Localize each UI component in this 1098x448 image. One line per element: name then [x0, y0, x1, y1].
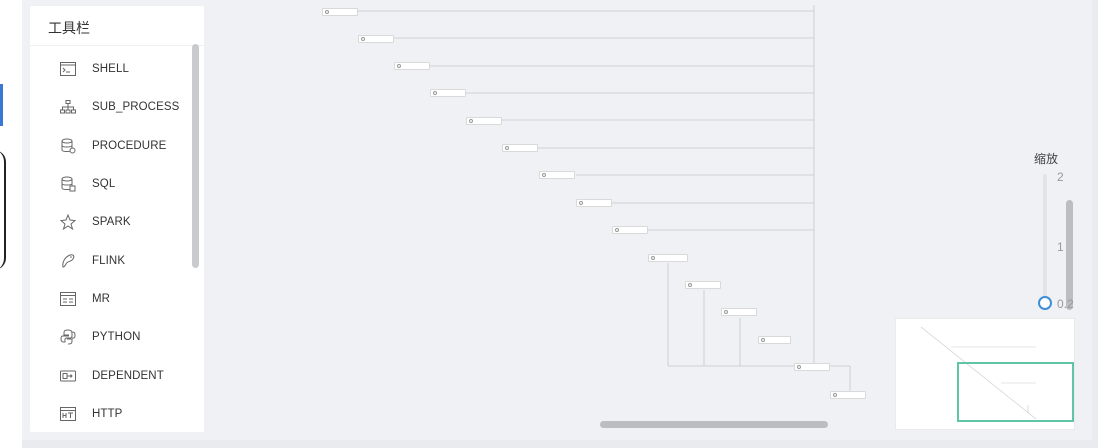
dag-node-4[interactable]	[430, 89, 466, 97]
hierarchy-icon	[58, 97, 78, 117]
tool-item-flink[interactable]: FLINK	[48, 241, 194, 279]
tool-label-procedure: PROCEDURE	[92, 139, 167, 152]
dag-node-11[interactable]	[685, 281, 721, 289]
tool-item-python[interactable]: PYTHON	[48, 318, 194, 356]
minimap[interactable]	[895, 318, 1075, 430]
dag-node-1[interactable]	[322, 8, 358, 16]
dag-node-6[interactable]	[502, 144, 538, 152]
minimap-viewport[interactable]	[957, 362, 1074, 422]
zoom-tick-min: 0.2	[1057, 297, 1074, 311]
tool-item-procedure[interactable]: PROCEDURE	[48, 127, 194, 165]
toolbar-title: 工具栏	[48, 20, 90, 36]
dag-node-7[interactable]	[539, 171, 575, 179]
canvas-horizontal-scrollbar[interactable]	[600, 421, 828, 428]
tool-label-http: HTTP	[92, 407, 123, 420]
tool-list: SHELL SUB_PROCESS PROCEDURE SQL SPARK	[48, 50, 194, 432]
dag-node-15[interactable]	[830, 391, 866, 399]
dag-node-9[interactable]	[612, 226, 648, 234]
terminal-icon	[58, 59, 78, 79]
left-window-edge	[0, 0, 22, 448]
tool-label-dependent: DEPENDENT	[92, 369, 164, 382]
dag-edges	[358, 5, 851, 392]
zoom-slider-handle[interactable]	[1038, 296, 1052, 310]
tool-label-mr: MR	[92, 292, 111, 305]
tool-label-python: PYTHON	[92, 331, 141, 344]
tool-label-flink: FLINK	[92, 254, 126, 267]
dag-node-10[interactable]	[648, 254, 688, 262]
zoom-tick-max: 2	[1057, 170, 1064, 184]
mapreduce-icon	[58, 289, 78, 309]
spark-star-icon	[58, 212, 78, 232]
tool-item-mr[interactable]: MR	[48, 280, 194, 318]
toolbar-divider	[30, 45, 204, 46]
dag-node-3[interactable]	[394, 62, 430, 70]
canvas-vertical-scrollbar[interactable]	[1066, 200, 1073, 310]
zoom-slider-rail[interactable]	[1043, 174, 1047, 302]
database-procedure-icon	[58, 136, 78, 156]
tool-item-spark[interactable]: SPARK	[48, 203, 194, 241]
tool-label-shell: SHELL	[92, 63, 129, 76]
dependent-icon	[58, 366, 78, 386]
tool-item-dependent[interactable]: DEPENDENT	[48, 356, 194, 394]
tool-item-sub-process[interactable]: SUB_PROCESS	[48, 88, 194, 126]
minimap-graph	[920, 326, 1037, 420]
database-icon	[58, 174, 78, 194]
tool-item-shell[interactable]: SHELL	[48, 50, 194, 88]
dag-node-2[interactable]	[358, 35, 394, 43]
zoom-tick-mid: 1	[1057, 240, 1064, 254]
http-icon	[58, 404, 78, 424]
left-edge-curve	[0, 150, 6, 270]
dag-node-13[interactable]	[758, 336, 791, 344]
tool-label-sql: SQL	[92, 178, 116, 191]
zoom-title: 缩放	[1034, 152, 1059, 166]
tool-label-sub-process: SUB_PROCESS	[92, 101, 180, 114]
toolbar-scrollbar[interactable]	[192, 44, 199, 268]
tool-item-http[interactable]: HTTP	[48, 395, 194, 432]
dag-node-12[interactable]	[721, 308, 757, 316]
dag-node-14[interactable]	[794, 363, 830, 371]
dag-node-8[interactable]	[576, 199, 612, 207]
flink-icon	[58, 251, 78, 271]
tool-label-spark: SPARK	[92, 216, 131, 229]
left-edge-indicator	[0, 84, 3, 126]
dag-node-5[interactable]	[466, 117, 502, 125]
toolbar-panel: 工具栏 SHELL SUB_PROCESS PROCEDURE SQL	[30, 6, 204, 432]
tool-item-sql[interactable]: SQL	[48, 165, 194, 203]
python-icon	[58, 327, 78, 347]
